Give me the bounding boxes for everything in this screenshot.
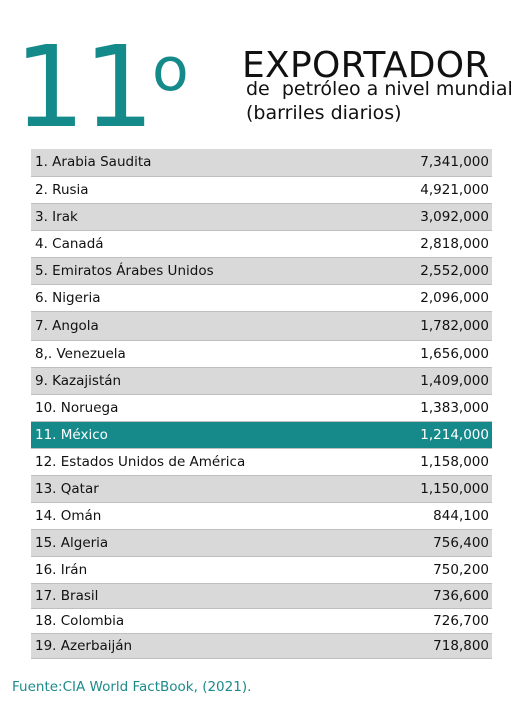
- barrels-value-cell: 2,096,000: [262, 284, 492, 312]
- table-row: 6. Nigeria 2,096,000: [31, 284, 492, 312]
- country-cell: 8,. Venezuela: [31, 340, 262, 368]
- table-row: 1. Arabia Saudita 7,341,000: [31, 149, 492, 177]
- barrels-value-cell: 736,600: [262, 583, 492, 609]
- barrels-value-cell: 844,100: [262, 502, 492, 530]
- rank-number: 11: [14, 23, 155, 153]
- page-title: EXPORTADOR: [242, 45, 490, 86]
- barrels-value-cell: 1,214,000: [262, 421, 492, 449]
- country-cell: 9. Kazajistán: [31, 367, 262, 395]
- barrels-value-cell: 726,700: [262, 608, 492, 634]
- country-cell: 15. Algeria: [31, 529, 262, 557]
- barrels-value-cell: 756,400: [262, 529, 492, 557]
- country-cell: 16. Irán: [31, 556, 262, 584]
- barrels-value-cell: 1,656,000: [262, 340, 492, 368]
- table-row: 7. Angola 1,782,000: [31, 311, 492, 341]
- unit-label: (barriles diarios): [246, 102, 402, 124]
- source-note: Fuente:CIA World FactBook, (2021).: [12, 679, 252, 695]
- barrels-value-cell: 1,383,000: [262, 394, 492, 422]
- barrels-value-cell: 750,200: [262, 556, 492, 584]
- table-row: 5. Emiratos Árabes Unidos 2,552,000: [31, 257, 492, 285]
- barrels-value-cell: 3,092,000: [262, 203, 492, 231]
- barrels-value-cell: 1,409,000: [262, 367, 492, 395]
- table-row: 14. Omán 844,100: [31, 502, 492, 530]
- country-cell: 6. Nigeria: [31, 284, 262, 312]
- barrels-value-cell: 1,782,000: [262, 311, 492, 341]
- table-row: 9. Kazajistán 1,409,000: [31, 367, 492, 395]
- table-row: 4. Canadá 2,818,000: [31, 230, 492, 258]
- table-row: 19. Azerbaiján 718,800: [31, 633, 492, 659]
- table-row: 17. Brasil 736,600: [31, 583, 492, 609]
- country-cell: 1. Arabia Saudita: [31, 149, 262, 177]
- page-subtitle: de petróleo a nivel mundial: [246, 78, 513, 100]
- country-cell: 14. Omán: [31, 502, 262, 530]
- table-row: 18. Colombia 726,700: [31, 608, 492, 634]
- barrels-value-cell: 4,921,000: [262, 176, 492, 204]
- table-row: 10. Noruega 1,383,000: [31, 394, 492, 422]
- table-row: 12. Estados Unidos de América 1,158,000: [31, 448, 492, 476]
- table-row: 8,. Venezuela 1,656,000: [31, 340, 492, 368]
- barrels-value-cell: 1,150,000: [262, 475, 492, 503]
- barrels-value-cell: 7,341,000: [262, 149, 492, 177]
- barrels-value-cell: 2,818,000: [262, 230, 492, 258]
- table-row: 15. Algeria 756,400: [31, 529, 492, 557]
- exporters-table: 1. Arabia Saudita 7,341,000 2. Rusia 4,921,…: [31, 149, 492, 659]
- table-row: 16. Irán 750,200: [31, 556, 492, 584]
- barrels-value-cell: 718,800: [262, 633, 492, 659]
- country-cell: 11. México: [31, 421, 262, 449]
- country-cell: 7. Angola: [31, 311, 262, 341]
- country-cell: 13. Qatar: [31, 475, 262, 503]
- country-cell: 18. Colombia: [31, 608, 262, 634]
- rank-ordinal-symbol: o: [152, 35, 189, 105]
- country-cell: 10. Noruega: [31, 394, 262, 422]
- country-cell: 5. Emiratos Árabes Unidos: [31, 257, 262, 285]
- table-row: 13. Qatar 1,150,000: [31, 475, 492, 503]
- exporters-table-container: 1. Arabia Saudita 7,341,000 2. Rusia 4,921,…: [31, 149, 492, 659]
- table-row: 3. Irak 3,092,000: [31, 203, 492, 231]
- country-cell: 3. Irak: [31, 203, 262, 231]
- country-cell: 4. Canadá: [31, 230, 262, 258]
- exporters-table-body: 1. Arabia Saudita 7,341,000 2. Rusia 4,921,…: [31, 149, 492, 659]
- country-cell: 19. Azerbaiján: [31, 633, 262, 659]
- barrels-value-cell: 2,552,000: [262, 257, 492, 285]
- table-row: 2. Rusia 4,921,000: [31, 176, 492, 204]
- country-cell: 2. Rusia: [31, 176, 262, 204]
- table-row-highlighted: 11. México 1,214,000: [31, 421, 492, 449]
- country-cell: 12. Estados Unidos de América: [31, 448, 262, 476]
- barrels-value-cell: 1,158,000: [262, 448, 492, 476]
- country-cell: 17. Brasil: [31, 583, 262, 609]
